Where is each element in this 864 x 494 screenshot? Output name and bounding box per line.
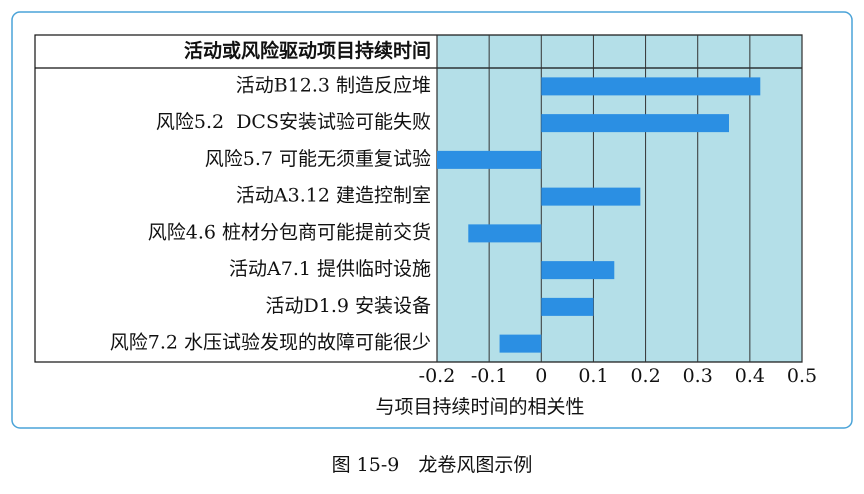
bar — [541, 114, 729, 133]
caption: 图 15-9 龙卷风图示例 — [332, 454, 533, 476]
category-label: 风险5.2 DCS安装试验可能失败 — [156, 111, 431, 133]
x-tick-label: 0.3 — [683, 365, 713, 387]
category-label: 风险4.6 桩材分包商可能提前交货 — [148, 221, 431, 243]
category-label: 活动B12.3 制造反应堆 — [236, 74, 431, 96]
category-label: 风险7.2 水压试验发现的故障可能很少 — [110, 332, 431, 354]
bar — [541, 297, 594, 316]
x-tick-label: 0.2 — [630, 365, 660, 387]
x-tick-label: 0.4 — [735, 365, 765, 387]
category-label: 活动A3.12 建造控制室 — [236, 185, 431, 207]
bar — [437, 150, 542, 169]
bar — [541, 77, 761, 96]
x-tick-label: 0.1 — [578, 365, 608, 387]
bar — [541, 261, 615, 280]
x-tick-label: -0.2 — [419, 365, 456, 387]
x-tick-label: 0 — [535, 365, 547, 387]
x-tick-label: -0.1 — [471, 365, 508, 387]
category-label: 风险5.7 可能无须重复试验 — [205, 148, 431, 170]
x-axis-label: 与项目持续时间的相关性 — [375, 396, 584, 418]
x-tick-label: 0.5 — [787, 365, 817, 387]
bar — [541, 187, 641, 206]
bar — [468, 224, 542, 243]
category-label: 活动A7.1 提供临时设施 — [229, 258, 431, 280]
header-title: 活动或风险驱动项目持续时间 — [184, 39, 431, 62]
frame — [11, 11, 853, 429]
bar — [499, 334, 542, 353]
category-label: 活动D1.9 安装设备 — [266, 295, 432, 317]
